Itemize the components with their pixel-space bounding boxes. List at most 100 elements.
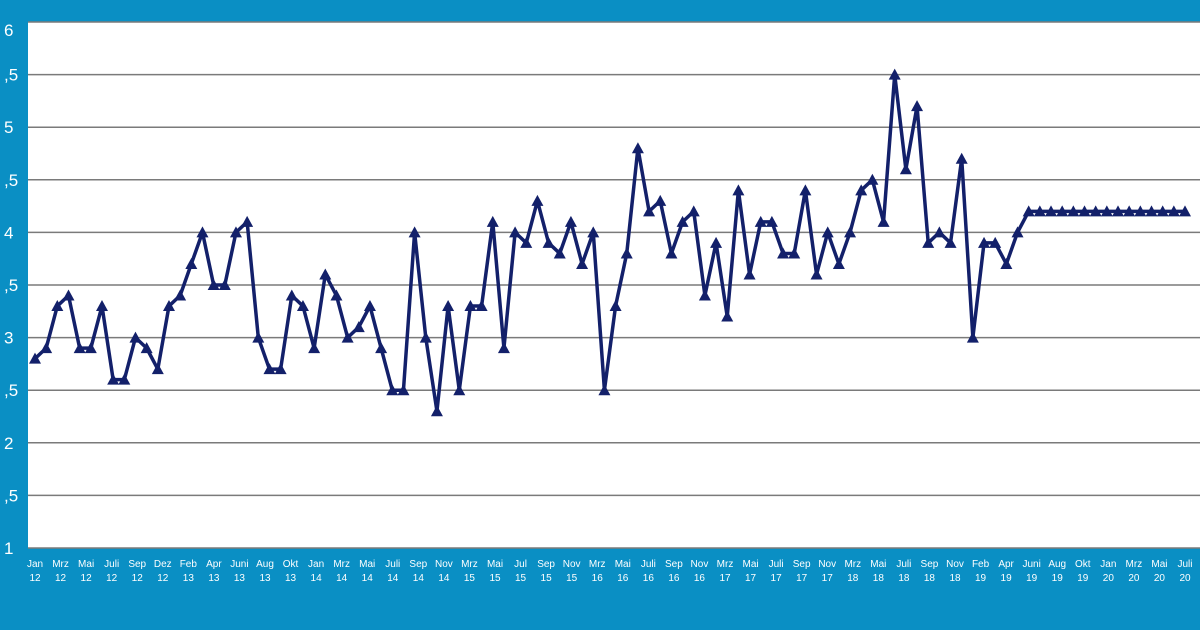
data-point-navy bbox=[497, 342, 510, 354]
data-point-navy bbox=[1100, 205, 1113, 217]
x-tick-month: Feb bbox=[180, 559, 198, 570]
data-point-navy bbox=[62, 289, 75, 301]
x-tick-month: Sep bbox=[921, 559, 939, 570]
data-point-navy bbox=[721, 310, 734, 322]
data-point-navy bbox=[832, 257, 845, 269]
x-tick-year: 17 bbox=[771, 573, 783, 584]
data-point-navy bbox=[777, 247, 790, 259]
y-tick-label: ,5 bbox=[4, 171, 18, 190]
data-point-navy bbox=[40, 342, 53, 354]
x-tick-month: Mrz bbox=[1126, 559, 1143, 570]
data-point-navy bbox=[419, 331, 432, 343]
data-point-navy bbox=[1134, 205, 1147, 217]
x-tick-month: Nov bbox=[691, 559, 709, 570]
data-point-navy bbox=[174, 289, 187, 301]
data-point-navy bbox=[1156, 205, 1169, 217]
data-point-navy bbox=[765, 215, 778, 227]
data-point-navy bbox=[73, 342, 86, 354]
data-point-navy bbox=[1011, 226, 1024, 238]
data-point-navy bbox=[29, 352, 41, 364]
x-tick-month: Okt bbox=[283, 559, 299, 570]
data-point-navy bbox=[654, 194, 667, 206]
data-point-navy bbox=[743, 268, 756, 280]
x-tick-month: Sep bbox=[793, 559, 811, 570]
x-tick-month: Sep bbox=[128, 559, 146, 570]
x-tick-month: Mrz bbox=[461, 559, 478, 570]
x-tick-month: Mrz bbox=[589, 559, 606, 570]
data-point-navy bbox=[274, 363, 287, 375]
x-tick-month: Mai bbox=[78, 559, 94, 570]
data-point-navy bbox=[397, 384, 410, 396]
x-tick-month: Sep bbox=[665, 559, 683, 570]
data-point-navy bbox=[464, 300, 477, 312]
y-tick-label: ,5 bbox=[4, 276, 18, 295]
data-point-navy bbox=[1078, 205, 1091, 217]
data-point-navy bbox=[989, 236, 1002, 248]
x-tick-year: 12 bbox=[81, 573, 93, 584]
x-tick-month: Juni bbox=[1022, 559, 1040, 570]
data-point-navy bbox=[330, 289, 343, 301]
data-point-navy bbox=[799, 184, 812, 196]
x-tick-year: 12 bbox=[29, 573, 41, 584]
data-point-navy bbox=[140, 342, 153, 354]
data-point-navy bbox=[978, 236, 991, 248]
data-point-navy bbox=[196, 226, 209, 238]
x-tick-month: Dez bbox=[154, 559, 172, 570]
x-tick-month: Nov bbox=[563, 559, 581, 570]
data-point-navy bbox=[844, 226, 857, 238]
data-point-navy bbox=[475, 300, 488, 312]
x-tick-month: Apr bbox=[206, 559, 222, 570]
data-point-navy bbox=[430, 405, 443, 417]
x-tick-year: 16 bbox=[592, 573, 604, 584]
data-point-navy bbox=[821, 226, 834, 238]
x-tick-year: 14 bbox=[438, 573, 450, 584]
x-tick-year: 15 bbox=[515, 573, 527, 584]
x-tick-year: 15 bbox=[489, 573, 501, 584]
data-point-navy bbox=[698, 289, 711, 301]
y-tick-label: 1 bbox=[4, 539, 13, 558]
data-point-navy bbox=[520, 236, 533, 248]
x-tick-year: 20 bbox=[1179, 573, 1191, 584]
data-point-navy bbox=[453, 384, 466, 396]
gridlines bbox=[28, 21, 1200, 549]
x-tick-year: 17 bbox=[822, 573, 834, 584]
x-tick-year: 19 bbox=[1026, 573, 1038, 584]
y-axis: 1 ,5 2 ,5 3 ,5 4 ,5 5 ,5 6 bbox=[4, 21, 18, 558]
x-tick-month: Jan bbox=[1100, 559, 1116, 570]
data-point-navy bbox=[1179, 205, 1191, 217]
x-tick-month: Sep bbox=[409, 559, 427, 570]
data-point-navy bbox=[486, 215, 499, 227]
x-tick-month: Juni bbox=[230, 559, 248, 570]
x-tick-year: 12 bbox=[55, 573, 67, 584]
y-tick-label: 2 bbox=[4, 434, 13, 453]
y-tick-label: 5 bbox=[4, 118, 13, 137]
x-tick-year: 17 bbox=[796, 573, 808, 584]
x-tick-year: 20 bbox=[1154, 573, 1166, 584]
x-tick-year: 16 bbox=[668, 573, 680, 584]
x-tick-month: Juli bbox=[641, 559, 656, 570]
y-tick-label: ,5 bbox=[4, 66, 18, 85]
data-point-navy bbox=[1067, 205, 1080, 217]
data-point-navy bbox=[710, 236, 723, 248]
x-tick-year: 15 bbox=[566, 573, 578, 584]
x-tick-year: 12 bbox=[157, 573, 169, 584]
data-point-navy bbox=[899, 163, 912, 175]
data-point-navy bbox=[966, 331, 979, 343]
x-tick-month: Nov bbox=[946, 559, 964, 570]
data-point-navy bbox=[754, 215, 767, 227]
x-tick-year: 16 bbox=[643, 573, 655, 584]
data-point-navy bbox=[643, 205, 656, 217]
x-tick-month: Apr bbox=[998, 559, 1014, 570]
data-point-navy bbox=[95, 300, 108, 312]
data-point-navy bbox=[687, 205, 700, 217]
x-tick-month: Mrz bbox=[333, 559, 350, 570]
data-point-navy bbox=[252, 331, 265, 343]
x-tick-year: 13 bbox=[234, 573, 246, 584]
x-tick-month: Juli bbox=[104, 559, 119, 570]
data-point-navy bbox=[531, 194, 544, 206]
x-tick-month: Aug bbox=[256, 559, 274, 570]
x-tick-year: 13 bbox=[183, 573, 195, 584]
x-tick-year: 14 bbox=[413, 573, 425, 584]
x-tick-month: Mrz bbox=[52, 559, 69, 570]
data-point-navy bbox=[955, 152, 968, 164]
